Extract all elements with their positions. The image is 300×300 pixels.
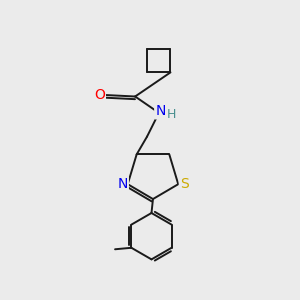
Text: O: O	[94, 88, 105, 102]
Text: N: N	[155, 104, 166, 118]
Text: H: H	[167, 108, 176, 121]
Text: N: N	[118, 177, 128, 191]
Text: S: S	[180, 177, 189, 191]
